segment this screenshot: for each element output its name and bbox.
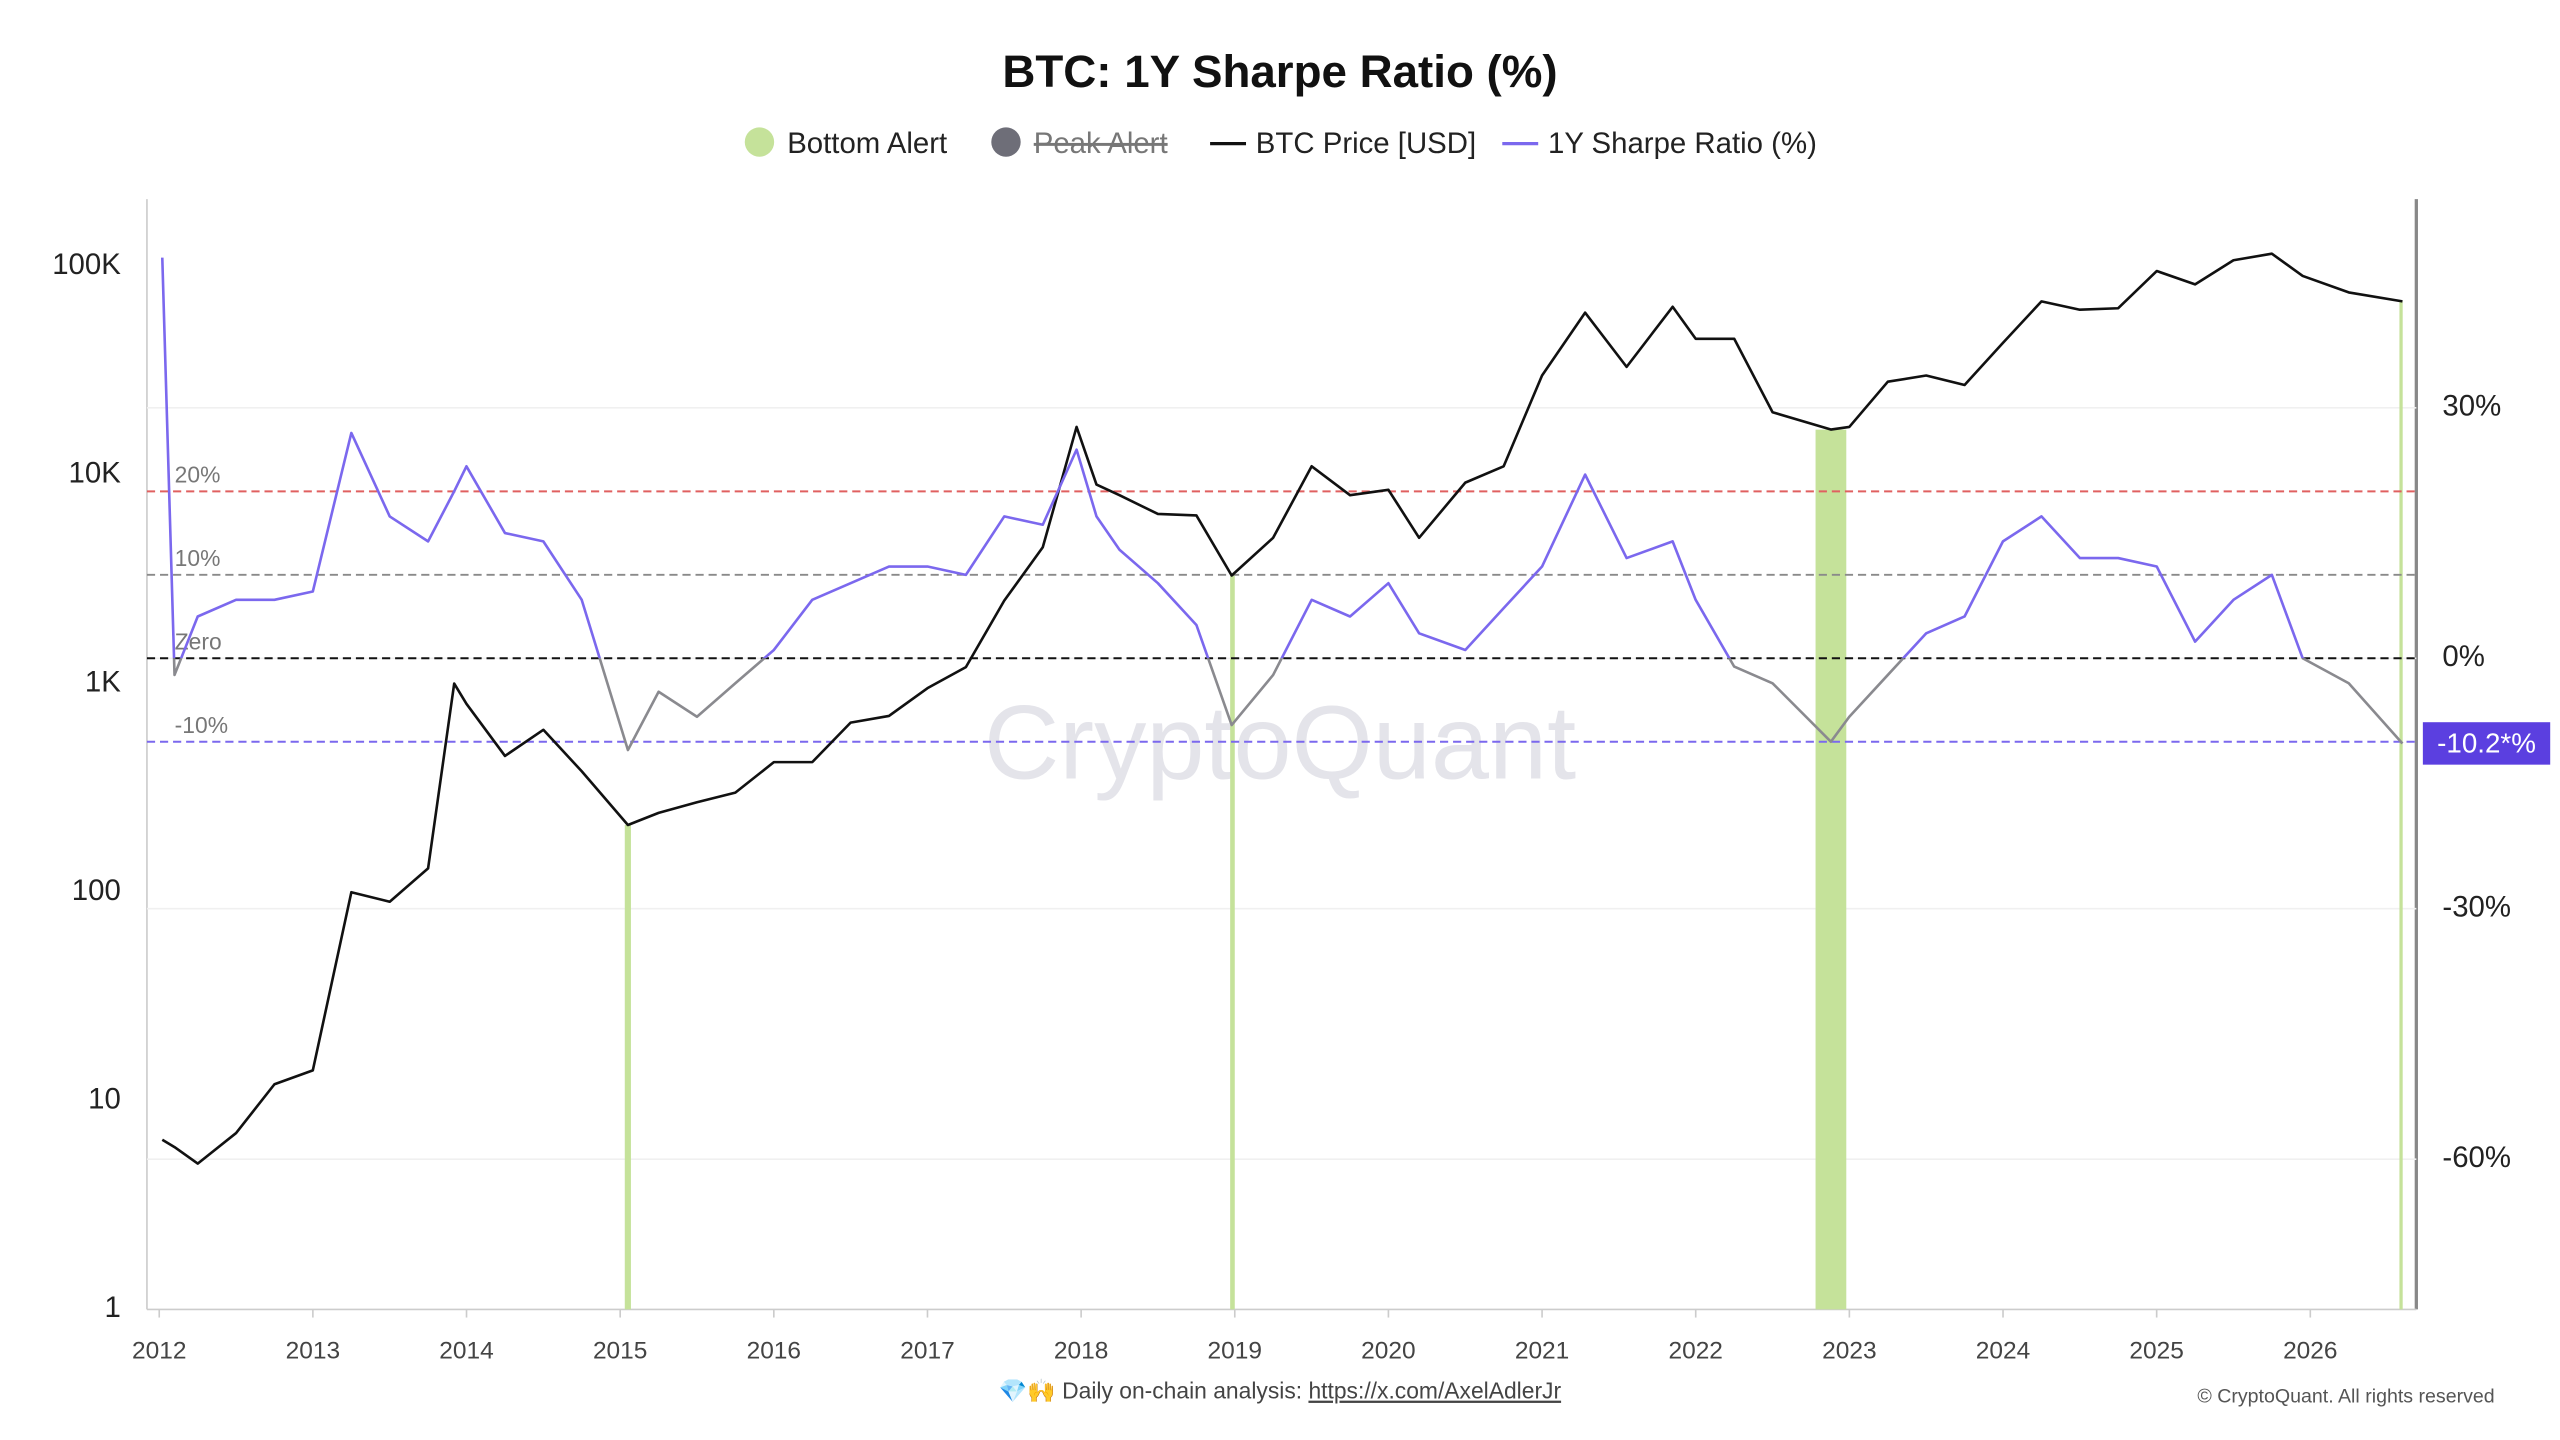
- legend-marker: [991, 127, 1021, 157]
- chart-title: BTC: 1Y Sharpe Ratio (%): [1002, 46, 1557, 97]
- legend: Bottom Alert Peak Alert BTC Price [USD] 1Y …: [744, 127, 1817, 160]
- x-tick-label: 2018: [1054, 1337, 1108, 1364]
- legend-marker: [744, 127, 775, 157]
- reference-label: 20%: [175, 462, 221, 488]
- x-tick-label: 2022: [1668, 1337, 1722, 1364]
- reference-label: 10%: [175, 545, 221, 571]
- y-tick-label: 100K: [52, 248, 121, 281]
- x-tick-label: 2017: [900, 1337, 954, 1364]
- watermark: CryptoQuant: [984, 685, 1576, 802]
- legend-label: Peak Alert: [1034, 127, 1168, 160]
- current-value-box: [2422, 722, 2551, 765]
- x-tick-label: 2015: [593, 1337, 647, 1364]
- y-tick-label: 1: [104, 1291, 120, 1324]
- copyright: © CryptoQuant. All rights reserved: [2197, 1386, 2494, 1408]
- sharpe-line: [160, 257, 2306, 659]
- x-tick-label: 2012: [132, 1337, 186, 1364]
- y-tick-label: 1K: [85, 665, 121, 698]
- y2-tick-label: 0%: [2442, 640, 2484, 673]
- y-tick-label: 100: [72, 874, 121, 907]
- y-tick-label: 10K: [69, 457, 122, 490]
- x-tick-label: 2021: [1515, 1337, 1569, 1364]
- reference-label: -10%: [175, 712, 228, 738]
- footer-text: 💎🙌 Daily on-chain analysis:: [999, 1378, 1309, 1404]
- alert-band: [1230, 574, 1235, 1310]
- x-tick-label: 2013: [286, 1337, 340, 1364]
- x-tick-label: 2014: [439, 1337, 493, 1364]
- legend-label: BTC Price [USD]: [1256, 127, 1476, 160]
- footer-link[interactable]: https://x.com/AxelAdlerJr: [1308, 1378, 1561, 1404]
- alert-band: [624, 824, 631, 1310]
- price-line: [161, 252, 2403, 1165]
- x-tick-label: 2023: [1822, 1337, 1876, 1364]
- x-tick-label: 2019: [1208, 1337, 1262, 1364]
- x-tick-label: 2016: [747, 1337, 801, 1364]
- legend-label: Bottom Alert: [787, 127, 947, 160]
- legend-label: 1Y Sharpe Ratio (%): [1548, 127, 1817, 160]
- reference-label: Zero: [175, 629, 222, 655]
- sharpe-line-negative: [172, 658, 2404, 752]
- y2-tick-label: -30%: [2442, 890, 2511, 923]
- footer: 💎🙌 Daily on-chain analysis: https://x.co…: [999, 1378, 1562, 1404]
- x-tick-label: 2025: [2129, 1337, 2183, 1364]
- x-tick-label: 2024: [1976, 1337, 2030, 1364]
- y2-tick-label: 30%: [2442, 390, 2501, 423]
- current-value-label: -10.2*%: [2437, 727, 2536, 758]
- x-tick-label: 2020: [1361, 1337, 1415, 1364]
- y2-tick-label: -60%: [2442, 1141, 2511, 1174]
- x-tick-label: 2026: [2283, 1337, 2337, 1364]
- alert-band: [2399, 301, 2403, 1310]
- y-tick-label: 10: [88, 1083, 121, 1116]
- alert-band: [1815, 429, 1847, 1310]
